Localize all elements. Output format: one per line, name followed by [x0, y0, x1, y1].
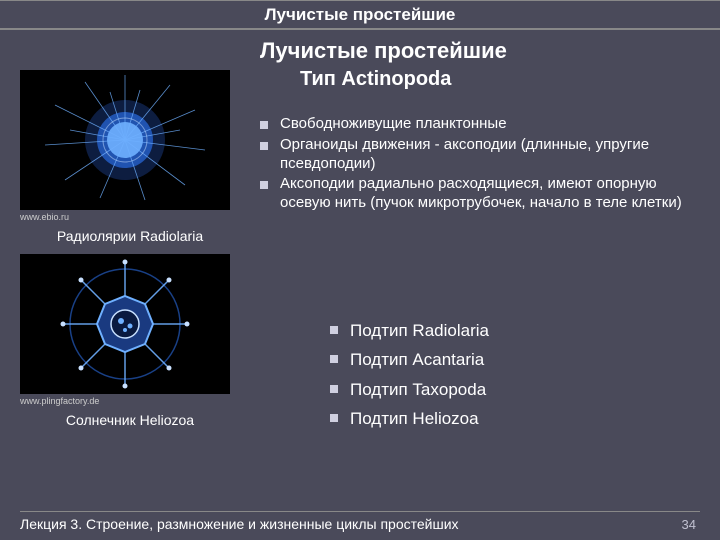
image1-caption: Радиолярии Radiolaria	[20, 228, 240, 244]
bullet-text: Свободноживущие планктонные	[280, 115, 507, 134]
bullet-text: Аксоподии радиально расходящиеся, имеют …	[280, 175, 700, 213]
subtype-item: Подтип Heliozoa	[330, 408, 690, 429]
bullet-icon	[260, 121, 268, 129]
page-number: 34	[682, 517, 696, 532]
subtype-text: Подтип Taxopoda	[350, 379, 486, 400]
footer-text: Лекция 3. Строение, размножение и жизнен…	[20, 516, 459, 532]
main-bullets: Свободноживущие планктонные Органоиды дв…	[260, 115, 700, 215]
subtype-text: Подтип Heliozoa	[350, 408, 479, 429]
bullet-icon	[330, 355, 338, 363]
bullet-text: Органоиды движения - аксоподии (длинные,…	[280, 136, 700, 174]
slide-footer: Лекция 3. Строение, размножение и жизнен…	[20, 511, 700, 532]
radiolaria-image	[20, 70, 230, 210]
subtype-text: Подтип Acantaria	[350, 349, 484, 370]
image1-credit: www.ebio.ru	[20, 212, 240, 222]
slide-subtitle: Тип Actinopoda	[300, 68, 720, 91]
bullet-icon	[330, 414, 338, 422]
bullet-icon	[260, 142, 268, 150]
subtype-item: Подтип Taxopoda	[330, 379, 690, 400]
subtype-list: Подтип Radiolaria Подтип Acantaria Подти…	[330, 320, 690, 437]
subtype-item: Подтип Acantaria	[330, 349, 690, 370]
heliozoa-image	[20, 254, 230, 394]
image2-caption: Солнечник Heliozoa	[20, 412, 240, 428]
image2-credit: www.plingfactory.de	[20, 396, 240, 406]
subtype-text: Подтип Radiolaria	[350, 320, 489, 341]
subtype-item: Подтип Radiolaria	[330, 320, 690, 341]
bullet-item: Органоиды движения - аксоподии (длинные,…	[260, 136, 700, 174]
slide-header: Лучистые простейшие	[0, 0, 720, 30]
slide-title: Лучистые простейшие	[260, 38, 720, 64]
bullet-item: Свободноживущие планктонные	[260, 115, 700, 134]
bullet-icon	[260, 181, 268, 189]
bullet-icon	[330, 385, 338, 393]
bullet-item: Аксоподии радиально расходящиеся, имеют …	[260, 175, 700, 213]
bullet-icon	[330, 326, 338, 334]
left-column: www.ebio.ru Радиолярии Radiolaria	[20, 70, 240, 438]
